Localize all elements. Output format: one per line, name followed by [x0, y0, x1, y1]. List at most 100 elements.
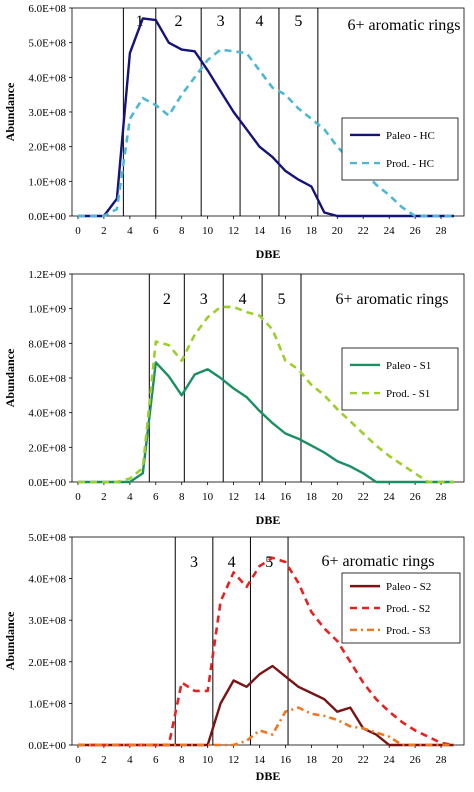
- x-tick-label: 22: [358, 754, 369, 766]
- x-tick-label: 12: [228, 491, 239, 503]
- region-label: 2: [174, 13, 182, 30]
- x-tick-label: 26: [410, 491, 422, 503]
- x-tick-label: 8: [179, 225, 185, 237]
- legend-label: Paleo - HC: [386, 130, 435, 142]
- legend-label: Paleo - S2: [386, 581, 431, 593]
- x-tick-label: 18: [306, 491, 318, 503]
- y-tick-label: 1.0E+08: [28, 176, 66, 188]
- x-tick-label: 20: [332, 225, 344, 237]
- y-tick-label: 3.0E+08: [28, 615, 66, 627]
- x-tick-label: 8: [179, 754, 185, 766]
- x-tick-label: 16: [280, 491, 292, 503]
- x-tick-label: 2: [101, 491, 107, 503]
- x-tick-label: 20: [332, 754, 344, 766]
- region-note-6plus: 6+ aromatic rings: [322, 553, 435, 570]
- x-tick-label: 26: [410, 225, 422, 237]
- x-tick-label: 12: [228, 754, 239, 766]
- x-axis-title: DBE: [256, 513, 281, 527]
- region-note-6plus: 6+ aromatic rings: [336, 291, 449, 308]
- chart-panel-hc: 0.0E+00 1.0E+08 2.0E+08 3.0E+08 4.0E+08 5.0E+…: [3, 3, 464, 261]
- x-tick-label: 24: [384, 225, 396, 237]
- x-tick-label: 14: [254, 491, 266, 503]
- y-tick-label: 1.0E+08: [28, 698, 66, 710]
- x-tick-label: 2: [101, 754, 107, 766]
- y-tick-label: 6.0E+08: [28, 373, 66, 385]
- legend-label: Paleo - S1: [386, 360, 431, 372]
- x-tick-label: 6: [153, 225, 159, 237]
- chart-panel-s2-s3: 0.0E+001.0E+082.0E+083.0E+084.0E+085.0E+…: [3, 532, 464, 783]
- x-tick-label: 14: [254, 754, 266, 766]
- plot-area: [72, 8, 464, 216]
- x-tick-label: 0: [75, 754, 81, 766]
- x-tick-label: 6: [153, 491, 159, 503]
- region-label: 3: [200, 291, 208, 308]
- x-tick-label: 2: [101, 225, 107, 237]
- x-tick-label: 24: [384, 491, 396, 503]
- region-label: 4: [239, 291, 247, 308]
- y-tick-label: 2.0E+08: [28, 442, 66, 454]
- x-tick-label: 0: [75, 225, 81, 237]
- y-tick-label: 6.0E+08: [28, 3, 66, 15]
- x-tick-label: 22: [358, 225, 369, 237]
- region-label: 5: [278, 291, 286, 308]
- y-tick-label: 5.0E+08: [28, 38, 66, 50]
- x-tick-label: 18: [306, 225, 318, 237]
- x-tick-label: 16: [280, 225, 292, 237]
- legend-box: [342, 348, 458, 410]
- x-tick-label: 18: [306, 754, 318, 766]
- x-tick-label: 28: [436, 225, 448, 237]
- y-tick-label: 0.0E+00: [28, 477, 66, 489]
- x-tick-label: 16: [280, 754, 292, 766]
- y-tick-label: 0.0E+00: [28, 740, 66, 752]
- x-tick-label: 28: [436, 754, 448, 766]
- x-tick-label: 0: [75, 491, 81, 503]
- x-tick-label: 10: [202, 225, 214, 237]
- x-axis-title: DBE: [256, 769, 281, 783]
- legend-box: [342, 118, 458, 180]
- y-tick-label: 4.0E+08: [28, 574, 66, 586]
- y-tick-label: 3.0E+08: [28, 107, 66, 119]
- legend-label: Prod. - HC: [386, 158, 434, 170]
- y-tick-label: 8.0E+08: [28, 338, 66, 350]
- x-tick-label: 10: [202, 491, 214, 503]
- y-tick-label: 2.0E+08: [28, 142, 66, 154]
- x-axis-title: DBE: [256, 247, 281, 261]
- y-axis-title: Abundance: [3, 611, 17, 670]
- y-tick-label: 0.0E+00: [28, 211, 66, 223]
- y-tick-label: 2.0E+08: [28, 657, 66, 669]
- y-tick-label: 1.0E+09: [28, 304, 66, 316]
- x-tick-label: 22: [358, 491, 369, 503]
- series-line-0: [78, 18, 454, 216]
- x-tick-label: 6: [153, 754, 159, 766]
- y-tick-label: 1.2E+09: [28, 269, 66, 281]
- x-tick-label: 10: [202, 754, 214, 766]
- region-label: 3: [190, 554, 198, 571]
- legend-label: Prod. - S1: [386, 388, 430, 400]
- region-label: 4: [256, 13, 264, 30]
- region-label: 2: [163, 291, 171, 308]
- x-tick-label: 8: [179, 491, 185, 503]
- x-tick-label: 4: [127, 225, 133, 237]
- series-line-2: [78, 708, 454, 745]
- region-label: 5: [294, 13, 302, 30]
- y-tick-label: 4.0E+08: [28, 72, 66, 84]
- x-tick-label: 24: [384, 754, 396, 766]
- legend-label: Prod. - S2: [386, 603, 430, 615]
- x-tick-label: 4: [127, 491, 133, 503]
- region-label: 4: [228, 554, 236, 571]
- x-tick-label: 26: [410, 754, 422, 766]
- legend-label: Prod. - S3: [386, 625, 431, 637]
- y-tick-label: 4.0E+08: [28, 408, 66, 420]
- region-label: 3: [217, 13, 225, 30]
- region-label: 5: [265, 554, 273, 571]
- x-tick-label: 20: [332, 491, 344, 503]
- chart-panel-s1: 0.0E+00 2.0E+08 4.0E+08 6.0E+08 8.0E+08 1.0E+…: [3, 269, 464, 527]
- x-tick-label: 4: [127, 754, 133, 766]
- x-tick-label: 14: [254, 225, 266, 237]
- x-tick-label: 12: [228, 225, 239, 237]
- y-axis-title: Abundance: [3, 82, 17, 141]
- y-axis-title: Abundance: [3, 348, 17, 407]
- x-tick-label: 28: [436, 491, 448, 503]
